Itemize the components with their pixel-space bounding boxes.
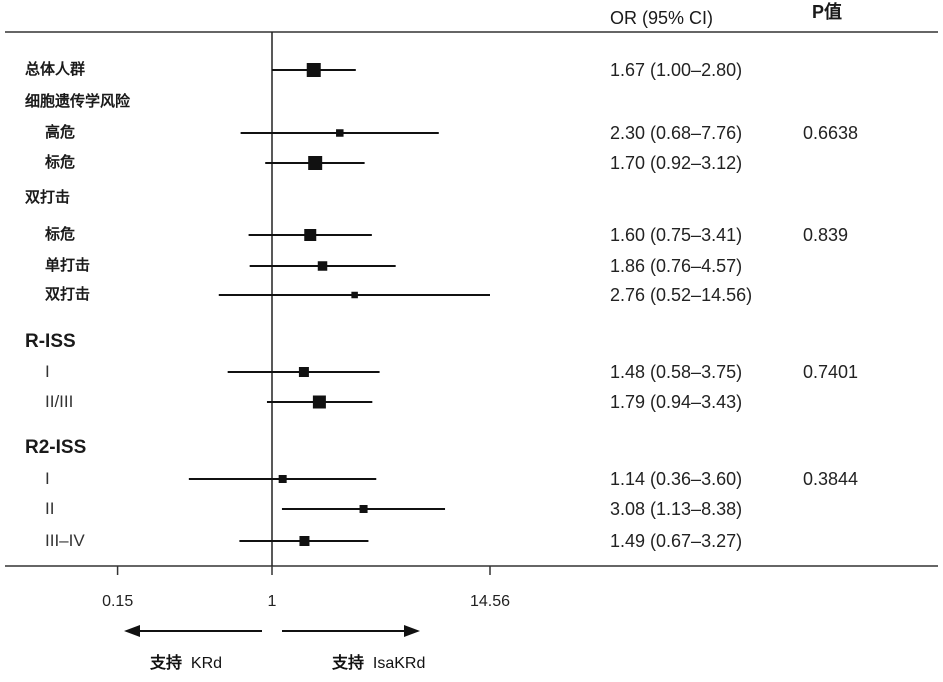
point-estimate-square <box>306 63 321 77</box>
row-label: I <box>45 362 50 381</box>
favors-isakrd-label: 支持 IsaKRd <box>332 656 425 672</box>
or-value: 1.67 (1.00–2.80) <box>610 60 743 80</box>
row-label: 单打击 <box>45 257 91 274</box>
point-estimate-square <box>312 395 326 409</box>
row-label: 总体人群 <box>25 61 86 78</box>
point-estimate-square <box>351 291 358 299</box>
row-label: 细胞遗传学风险 <box>25 93 131 110</box>
x-tick-label: 1 <box>267 593 277 610</box>
arrow-right-head <box>404 625 420 637</box>
point-estimate-square <box>317 261 328 271</box>
point-estimate-square <box>304 229 317 241</box>
row-label: 双打击 <box>45 286 91 303</box>
p-value-column-header: P值 <box>812 2 843 22</box>
row-label: R2-ISS <box>25 437 87 458</box>
or-value: 1.70 (0.92–3.12) <box>610 153 743 173</box>
row-label: III–IV <box>45 531 85 550</box>
favors-krd-arm: KRd <box>190 655 223 672</box>
or-value: 1.14 (0.36–3.60) <box>610 469 743 489</box>
arrow-left-head <box>124 625 140 637</box>
p-value: 0.7401 <box>803 362 859 382</box>
row-label: R-ISS <box>25 331 76 352</box>
or-column-header: OR (95% CI) <box>610 8 714 28</box>
row-label: 双打击 <box>25 189 71 206</box>
row-label: II/III <box>45 392 74 411</box>
point-estimate-square <box>299 536 310 546</box>
or-value: 3.08 (1.13–8.38) <box>610 499 743 519</box>
p-value: 0.839 <box>803 225 849 245</box>
row-label: II <box>45 499 55 518</box>
p-value: 0.6638 <box>803 123 859 143</box>
or-value: 1.60 (0.75–3.41) <box>610 225 743 245</box>
row-label: 高危 <box>45 124 76 141</box>
point-estimate-square <box>278 475 287 483</box>
p-value: 0.3844 <box>803 469 859 489</box>
favors-prefix: 支持 <box>150 655 183 672</box>
point-estimate-square <box>308 156 323 170</box>
point-estimate-square <box>359 505 368 513</box>
favors-prefix: 支持 <box>332 655 365 672</box>
or-value: 1.49 (0.67–3.27) <box>610 531 743 551</box>
x-tick-label: 14.56 <box>470 593 511 610</box>
x-tick-label: 0.15 <box>102 593 134 610</box>
or-value: 1.79 (0.94–3.43) <box>610 392 743 412</box>
favors-krd-label: 支持 KRd <box>150 656 222 672</box>
or-value: 1.48 (0.58–3.75) <box>610 362 743 382</box>
point-estimate-square <box>298 367 309 377</box>
or-value: 2.30 (0.68–7.76) <box>610 123 743 143</box>
or-value: 2.76 (0.52–14.56) <box>610 285 753 305</box>
or-value: 1.86 (0.76–4.57) <box>610 256 743 276</box>
row-label: 标危 <box>45 226 76 243</box>
row-label: I <box>45 469 50 488</box>
point-estimate-square <box>336 129 344 137</box>
row-label: 标危 <box>45 154 76 171</box>
favors-isakrd-arm: IsaKRd <box>372 655 426 672</box>
